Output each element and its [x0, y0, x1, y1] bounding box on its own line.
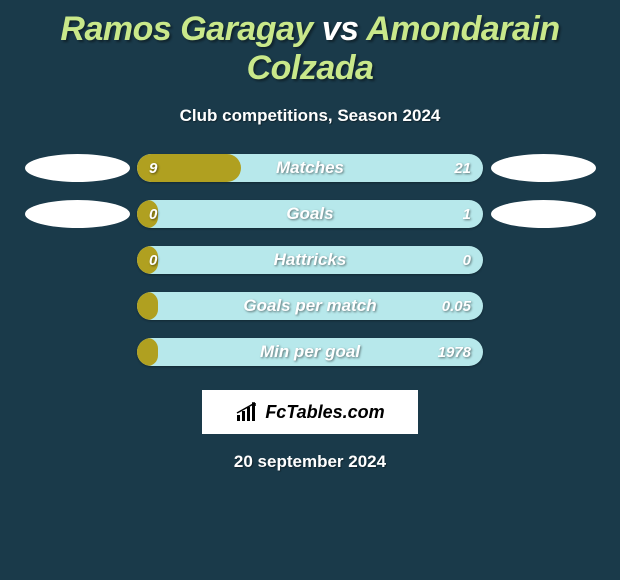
page-title: Ramos Garagay vs Amondarain Colzada	[0, 0, 620, 88]
logo-text: FcTables.com	[265, 402, 384, 423]
stat-value-right: 0.05	[442, 292, 471, 320]
player-photo-left	[25, 200, 130, 228]
stat-bar: Min per goal1978	[137, 338, 483, 366]
photo-slot-left	[17, 154, 137, 182]
stat-label: Goals	[137, 200, 483, 228]
title-player1: Ramos Garagay	[60, 10, 312, 48]
stat-row: 0Hattricks0	[0, 246, 620, 274]
date-text: 20 september 2024	[0, 452, 620, 472]
stat-label: Hattricks	[137, 246, 483, 274]
photo-slot-left	[17, 200, 137, 228]
stat-label: Matches	[137, 154, 483, 182]
stat-value-right: 21	[454, 154, 471, 182]
stats-container: 9Matches210Goals10Hattricks0Goals per ma…	[0, 154, 620, 366]
stat-label: Goals per match	[137, 292, 483, 320]
stat-row: 0Goals1	[0, 200, 620, 228]
photo-slot-right	[483, 154, 603, 182]
title-vs: vs	[313, 10, 366, 48]
stat-bar: 9Matches21	[137, 154, 483, 182]
stat-bar: Goals per match0.05	[137, 292, 483, 320]
stat-label: Min per goal	[137, 338, 483, 366]
stat-value-right: 1978	[438, 338, 471, 366]
photo-slot-right	[483, 200, 603, 228]
barchart-icon	[235, 401, 261, 423]
stat-bar: 0Goals1	[137, 200, 483, 228]
logo-box: FcTables.com	[202, 390, 418, 434]
subtitle: Club competitions, Season 2024	[0, 106, 620, 126]
player-photo-right	[491, 200, 596, 228]
stat-value-right: 1	[463, 200, 471, 228]
player-photo-left	[25, 154, 130, 182]
stat-row: Min per goal1978	[0, 338, 620, 366]
stat-row: 9Matches21	[0, 154, 620, 182]
stat-value-right: 0	[463, 246, 471, 274]
stat-bar: 0Hattricks0	[137, 246, 483, 274]
player-photo-right	[491, 154, 596, 182]
stat-row: Goals per match0.05	[0, 292, 620, 320]
